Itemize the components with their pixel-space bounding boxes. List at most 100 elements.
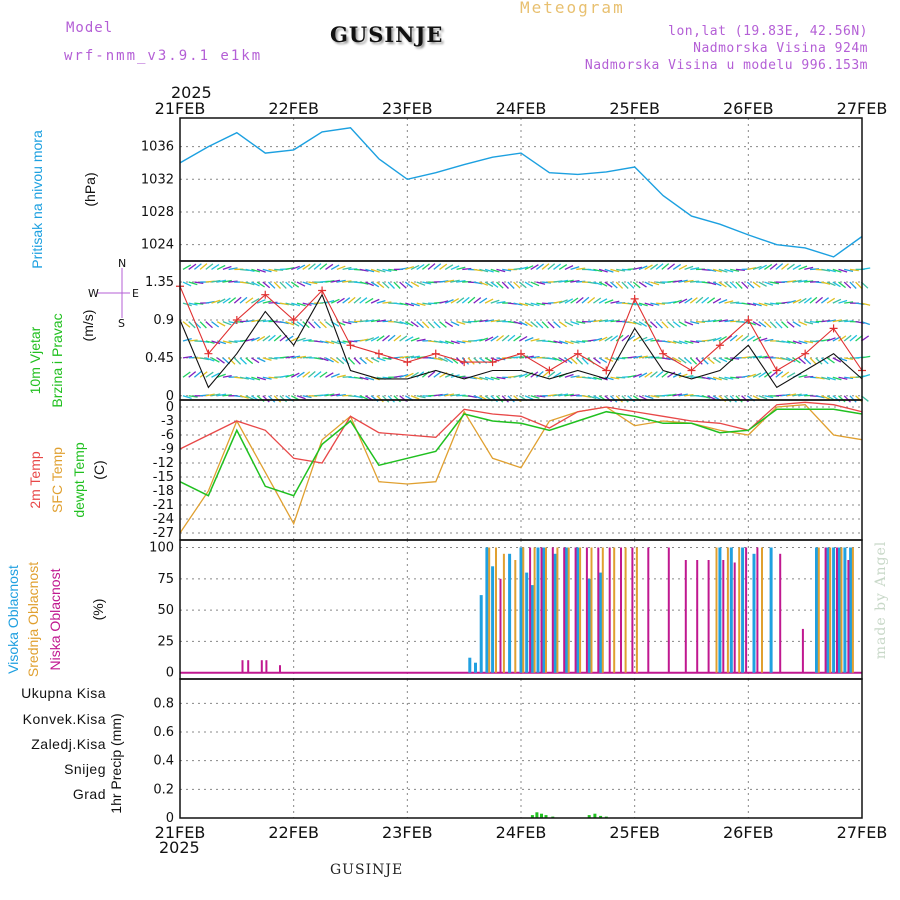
wind-vector bbox=[684, 340, 694, 344]
wind-vector bbox=[211, 321, 220, 328]
precip-legend-4: Grad bbox=[73, 786, 106, 802]
x-tick-label-top: 22FEB bbox=[268, 99, 319, 118]
wind-vector bbox=[661, 263, 670, 270]
wind-vector bbox=[182, 264, 192, 270]
cloud-low-bar bbox=[647, 547, 650, 673]
wind-vector bbox=[701, 296, 710, 304]
wind-vector bbox=[422, 395, 432, 398]
precip-legend-0: Ukupna Kisa bbox=[21, 685, 106, 701]
wind-vector bbox=[809, 340, 820, 343]
wind-vector bbox=[690, 340, 700, 344]
wind-vector bbox=[496, 395, 504, 403]
wind-vector bbox=[786, 263, 795, 270]
cloud-high-bar bbox=[826, 547, 830, 673]
x-tick-label-bottom: 23FEB bbox=[382, 823, 433, 842]
wind-vector bbox=[370, 376, 380, 381]
wind-gust-marker bbox=[488, 358, 497, 367]
wind-vector bbox=[325, 321, 334, 328]
wind-vector bbox=[844, 301, 854, 304]
wind-vector bbox=[222, 279, 232, 283]
wind-vector bbox=[251, 319, 261, 323]
wind-vector bbox=[593, 281, 603, 286]
wind-vector bbox=[627, 281, 635, 289]
wind-vector bbox=[387, 395, 395, 403]
wind-vector bbox=[228, 340, 238, 344]
cloud-high-bar bbox=[542, 547, 546, 673]
wind-vector bbox=[205, 371, 214, 378]
y-tick-label: 0.9 bbox=[153, 313, 174, 328]
wind-vector bbox=[410, 264, 420, 271]
wind-vector bbox=[205, 393, 215, 397]
wind-vector bbox=[473, 376, 483, 381]
wind-vector bbox=[684, 279, 694, 283]
wind-vector bbox=[718, 319, 728, 323]
wind-vector bbox=[678, 340, 688, 345]
wind-vector bbox=[707, 319, 717, 323]
wind-gust-marker bbox=[715, 341, 724, 350]
wind-vector bbox=[188, 302, 198, 306]
wind-vector bbox=[787, 393, 797, 397]
cloud-mid-bar bbox=[840, 547, 843, 673]
cloud-low-bar bbox=[529, 547, 532, 673]
wind-vector bbox=[501, 334, 510, 342]
meteogram-title: Meteogram bbox=[520, 0, 625, 17]
wind-vector bbox=[843, 395, 851, 403]
wind-vector bbox=[217, 393, 227, 397]
wind-vector bbox=[450, 279, 460, 283]
wind-vector bbox=[353, 376, 363, 380]
year-top: 2025 bbox=[171, 83, 212, 102]
wind-vector bbox=[325, 357, 334, 363]
cloud-high-bar bbox=[849, 547, 853, 673]
wind-vector bbox=[775, 371, 784, 378]
wind-vector bbox=[536, 339, 546, 342]
wind-vector bbox=[319, 371, 328, 378]
wind-vector bbox=[633, 373, 642, 378]
wind-vector bbox=[262, 357, 272, 361]
wind-vector bbox=[382, 268, 392, 273]
wind-vector bbox=[359, 357, 367, 365]
wind-vector bbox=[707, 297, 716, 304]
wind-vector bbox=[365, 297, 374, 304]
wind-vector bbox=[673, 279, 683, 283]
wind-vector bbox=[621, 334, 630, 342]
cloud-low-bar bbox=[499, 578, 502, 673]
wind-vector bbox=[644, 395, 654, 400]
wind-vector bbox=[781, 357, 791, 362]
wind-vector bbox=[718, 335, 727, 342]
wind-vector bbox=[370, 268, 380, 273]
wind-vector bbox=[376, 281, 385, 289]
wind-vector bbox=[245, 281, 255, 286]
cloud-mid-bar bbox=[533, 547, 536, 673]
wind-vector bbox=[450, 340, 460, 345]
wind-vector bbox=[593, 376, 603, 381]
wind-vector bbox=[547, 340, 557, 344]
wind-vector bbox=[222, 297, 231, 304]
wind-compass-label: S bbox=[118, 317, 125, 330]
wind-vector bbox=[188, 263, 197, 270]
wind-vector bbox=[399, 302, 409, 306]
wind-vector bbox=[456, 340, 466, 344]
wind-vector bbox=[473, 268, 483, 272]
wind-vector bbox=[678, 264, 688, 271]
wind-vector bbox=[570, 375, 580, 378]
wind-vector bbox=[245, 268, 255, 273]
wind-vector bbox=[496, 376, 506, 380]
wind-vector bbox=[735, 334, 744, 342]
pressure-line bbox=[179, 127, 863, 258]
cloud-mid-bar bbox=[590, 547, 593, 673]
wind-vector bbox=[661, 357, 671, 361]
wind-vector bbox=[376, 335, 385, 342]
wind-vector bbox=[422, 281, 432, 285]
wind-vector bbox=[787, 279, 797, 283]
wind-vector bbox=[690, 267, 700, 271]
wind-vector bbox=[410, 321, 419, 328]
wind-series-label-1: 10m Vjetar bbox=[27, 326, 43, 394]
cloud-low-bar bbox=[631, 547, 634, 673]
wind-vector bbox=[393, 321, 403, 324]
cloud-high-bar bbox=[508, 553, 512, 673]
wind-vector bbox=[764, 395, 774, 399]
wind-vector bbox=[821, 281, 831, 285]
wind-vector bbox=[365, 337, 375, 342]
year-bottom: 2025 bbox=[159, 838, 200, 857]
y-tick-label: -21 bbox=[153, 498, 174, 513]
